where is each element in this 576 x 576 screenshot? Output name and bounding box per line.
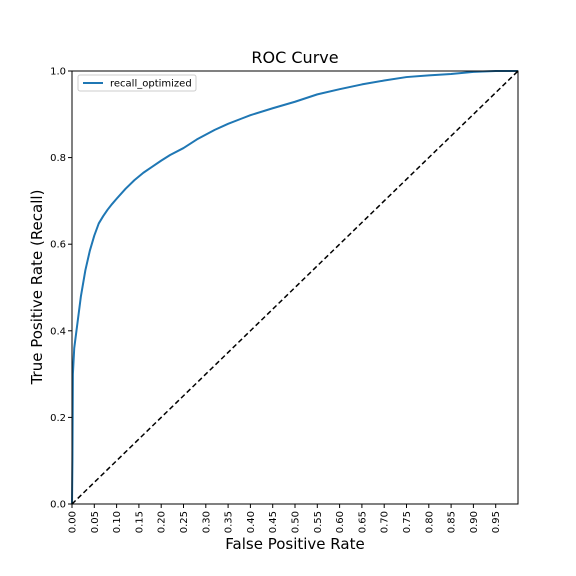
x-tick-label: 0.55 (313, 511, 324, 533)
x-tick-label: 0.05 (90, 511, 101, 533)
x-tick-label: 0.30 (201, 511, 212, 533)
x-tick-label: 0.70 (380, 511, 391, 533)
x-tick-label: 0.45 (268, 511, 279, 533)
x-tick-label: 0.80 (424, 511, 435, 533)
x-tick-label: 0.90 (469, 511, 480, 533)
legend-box (77, 74, 197, 92)
x-tick-label: 0.10 (112, 511, 123, 533)
x-tick-label: 0.60 (335, 511, 346, 533)
ticks-layer: 0.00 0.05 0.10 0.15 0.20 0.25 0.30 0.35 0.40 0.45… (50, 67, 502, 534)
series-line-recall_optimized (71, 70, 518, 505)
marks-layer (71, 70, 519, 505)
x-tick-label: 0.00 (68, 511, 79, 533)
x-axis-title: False Positive Rate (225, 535, 364, 553)
y-axis-title: True Positive Rate (Recall) (28, 190, 46, 386)
legend: recall_optimized (77, 74, 197, 92)
y-tick-label: 0.6 (50, 240, 66, 251)
x-tick-label: 0.95 (491, 511, 502, 533)
y-tick-label: 0.0 (50, 500, 66, 511)
y-tick-label: 0.8 (50, 153, 66, 164)
x-tick-label: 0.75 (402, 511, 413, 533)
x-tick-label: 0.35 (224, 511, 235, 533)
y-tick-label: 0.4 (50, 326, 66, 337)
x-tick-label: 0.15 (134, 511, 145, 533)
y-tick-label: 1.0 (50, 67, 66, 78)
x-tick-label: 0.20 (157, 511, 168, 533)
chart-title: ROC Curve (251, 48, 338, 67)
x-tick-label: 0.50 (291, 511, 302, 533)
x-tick-label: 0.40 (246, 511, 257, 533)
y-tick-label: 0.2 (50, 413, 66, 424)
x-tick-label: 0.65 (357, 511, 368, 533)
legend-label: recall_optimized (110, 79, 192, 90)
x-tick-label: 0.85 (447, 511, 458, 533)
x-tick-label: 0.25 (179, 511, 190, 533)
